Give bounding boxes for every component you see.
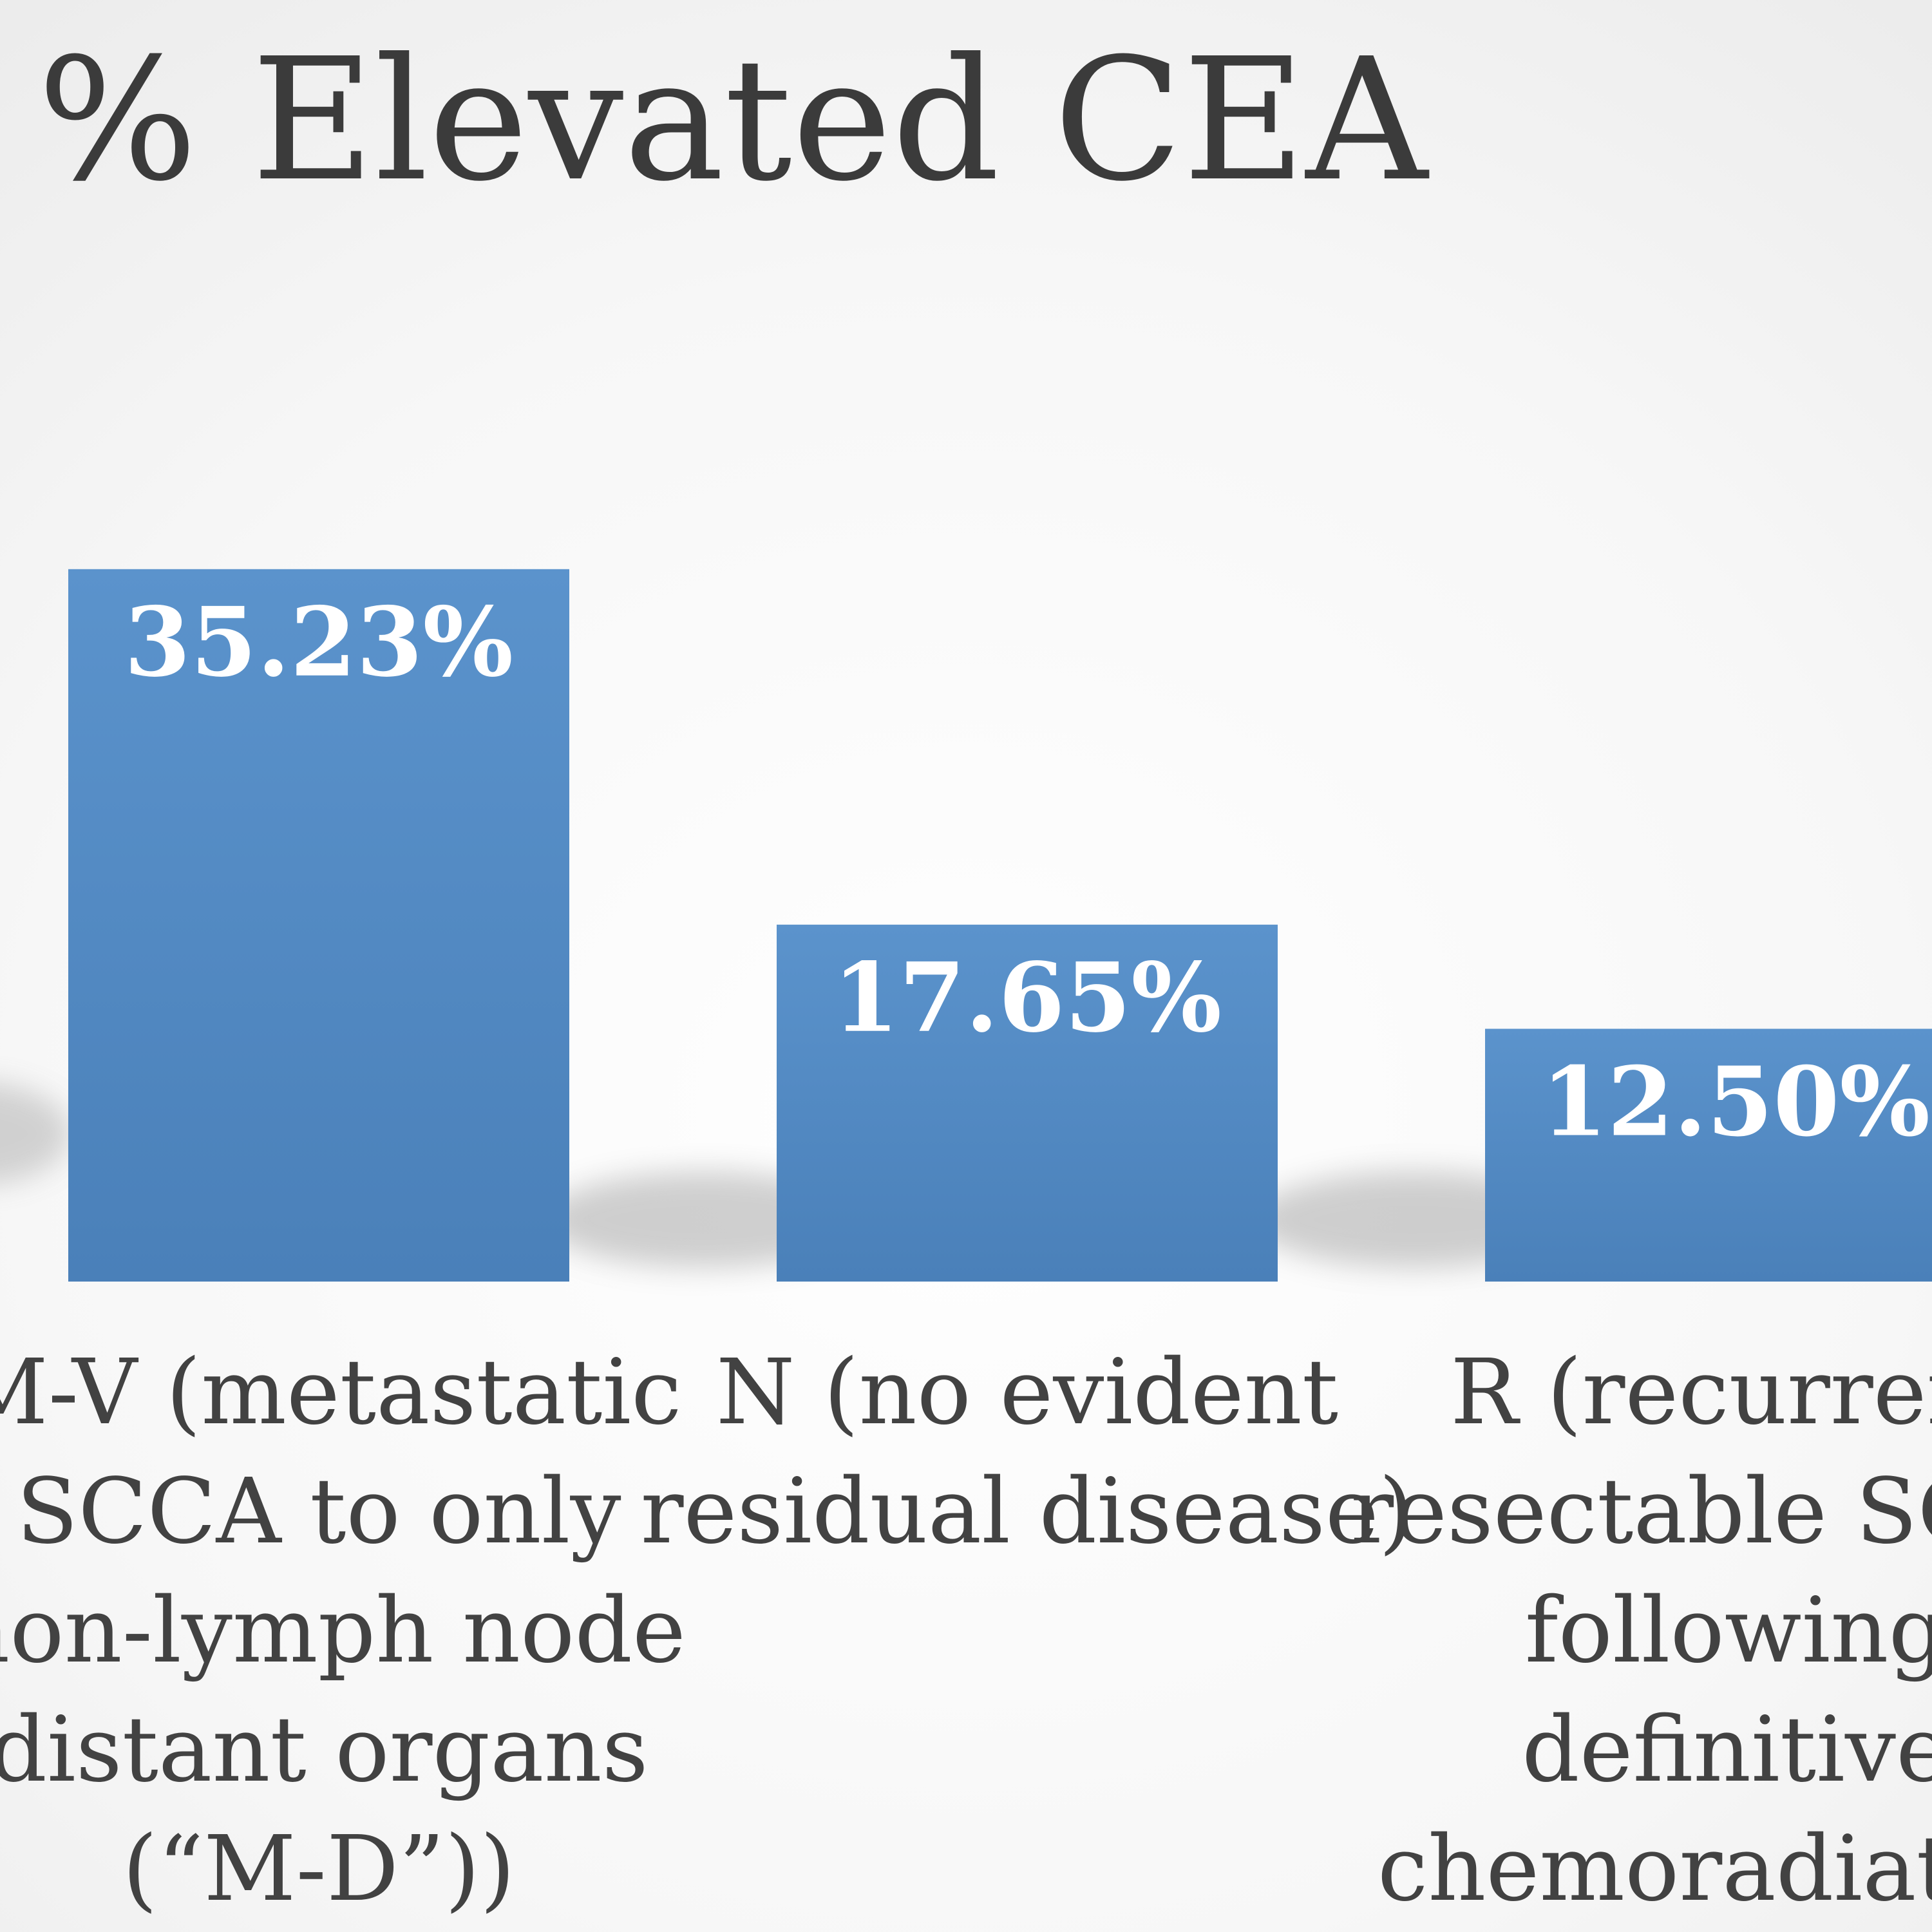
- category-label-line: R (recurrent: [1450, 1340, 1932, 1445]
- bar: [68, 569, 569, 1282]
- category-label-line: following: [1525, 1578, 1932, 1683]
- category-label-line: definitive: [1522, 1698, 1932, 1803]
- chart-title: % Elevated CEA: [37, 22, 1428, 218]
- data-label: 12.50%: [1541, 1046, 1930, 1158]
- category-label-line: distant organs: [0, 1698, 649, 1803]
- category-label-line: non-lymph node: [0, 1578, 686, 1683]
- category-label-line: residual disease): [641, 1459, 1414, 1564]
- data-label: 35.23%: [124, 586, 513, 698]
- bar: [1485, 1028, 1932, 1282]
- category-label-line: resectable SCCA: [1350, 1459, 1932, 1564]
- category-label-line: (“M-D”)): [122, 1817, 515, 1922]
- data-label: 17.65%: [833, 942, 1222, 1054]
- bar: [777, 924, 1278, 1282]
- category-label-line: SCCA to only: [16, 1459, 621, 1564]
- category-label-line: M-V (metastatic: [0, 1340, 682, 1445]
- category-label-line: chemoradiation: [1378, 1817, 1932, 1922]
- category-label-line: N (no evident: [716, 1340, 1338, 1445]
- bar-shadow: [0, 1083, 71, 1184]
